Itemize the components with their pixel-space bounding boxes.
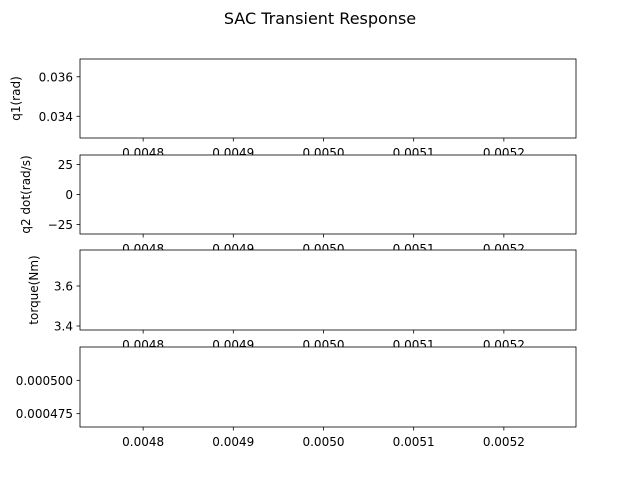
y-tick-label: −25: [48, 218, 73, 232]
subplot-3-axes-frame: [79, 249, 577, 331]
y-tick-label: 0.034: [39, 110, 73, 124]
y-axis-label: q2 dot(rad/s): [19, 155, 33, 233]
y-tick-label: 25: [58, 158, 73, 172]
y-tick-label: 0.000475: [16, 407, 73, 421]
subplots: 0.0048 0.0049 0.0050 0.0051 0.0052 0.034 0.036…: [9, 58, 577, 449]
y-tick-label: 3.4: [54, 320, 73, 334]
x-tick-label: 0.0048: [122, 435, 164, 449]
y-tick-label: 3.6: [54, 280, 73, 294]
subplot-4-axes-frame: [79, 346, 577, 428]
y-tick-label: 0.000500: [16, 374, 73, 388]
x-tick-label: 0.0051: [393, 435, 435, 449]
subplot-1-axes-frame: [79, 58, 577, 139]
subplot-3: 0.0048 0.0049 0.0050 0.0051 0.00523.63.4torq…: [27, 249, 577, 352]
subplot-1: 0.0048 0.0049 0.0050 0.0051 0.00520.0340.036…: [9, 58, 577, 160]
y-axis-label: torque(Nm): [27, 255, 41, 324]
x-tick-label: 0.0050: [302, 435, 344, 449]
x-tick-label: 0.0052: [483, 435, 525, 449]
subplot-2-axes-frame: [79, 154, 577, 235]
y-tick-label: 0: [65, 188, 73, 202]
y-tick-label: 0.036: [39, 70, 73, 84]
x-tick-label: 0.0049: [212, 435, 254, 449]
figure-title: SAC Transient Response: [224, 9, 416, 28]
subplot-4: 0.0048 0.0049 0.0050 0.0051 0.0052 0.000500 0.…: [16, 346, 577, 449]
y-axis-label: q1(rad): [9, 76, 23, 121]
